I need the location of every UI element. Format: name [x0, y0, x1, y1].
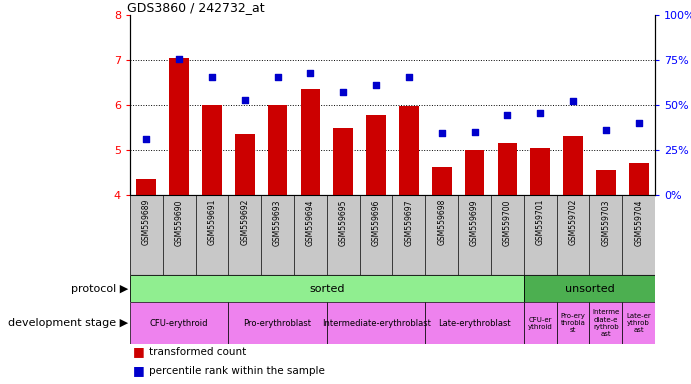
- Text: CFU-erythroid: CFU-erythroid: [150, 318, 209, 328]
- Text: GSM559691: GSM559691: [207, 199, 216, 245]
- Text: transformed count: transformed count: [149, 347, 247, 357]
- Bar: [202, 105, 222, 195]
- Bar: [130, 302, 228, 344]
- Text: GSM559702: GSM559702: [569, 199, 578, 245]
- Bar: [130, 275, 524, 302]
- Bar: [267, 105, 287, 195]
- Text: GSM559704: GSM559704: [634, 199, 643, 245]
- Text: GSM559694: GSM559694: [306, 199, 315, 245]
- Point: [207, 74, 218, 80]
- Bar: [498, 143, 517, 195]
- Point: [469, 129, 480, 135]
- Bar: [596, 170, 616, 195]
- Text: GSM559698: GSM559698: [437, 199, 446, 245]
- Text: GSM559701: GSM559701: [536, 199, 545, 245]
- Bar: [563, 136, 583, 195]
- Text: GSM559703: GSM559703: [601, 199, 610, 245]
- Text: GSM559700: GSM559700: [503, 199, 512, 245]
- Bar: [557, 302, 589, 344]
- Bar: [235, 134, 254, 195]
- Text: GSM559693: GSM559693: [273, 199, 282, 245]
- Text: GSM559689: GSM559689: [142, 199, 151, 245]
- Bar: [136, 179, 156, 195]
- Text: CFU-er
ythroid: CFU-er ythroid: [528, 316, 553, 329]
- Text: protocol ▶: protocol ▶: [71, 283, 129, 293]
- Text: development stage ▶: development stage ▶: [8, 318, 129, 328]
- Point: [633, 120, 644, 126]
- Bar: [425, 302, 524, 344]
- Text: Intermediate-erythroblast: Intermediate-erythroblast: [321, 318, 430, 328]
- Text: sorted: sorted: [309, 283, 345, 293]
- Point: [239, 96, 250, 103]
- Text: GSM559696: GSM559696: [372, 199, 381, 245]
- Point: [502, 112, 513, 118]
- Bar: [327, 302, 425, 344]
- Point: [535, 110, 546, 116]
- Text: GDS3860 / 242732_at: GDS3860 / 242732_at: [127, 1, 265, 14]
- Bar: [432, 167, 451, 195]
- Text: ■: ■: [133, 364, 145, 377]
- Bar: [399, 106, 419, 195]
- Text: percentile rank within the sample: percentile rank within the sample: [149, 366, 325, 376]
- Point: [370, 82, 381, 88]
- Bar: [464, 150, 484, 195]
- Point: [338, 89, 349, 96]
- Text: GSM559697: GSM559697: [404, 199, 413, 245]
- Bar: [530, 148, 550, 195]
- Bar: [228, 302, 327, 344]
- Text: Late-erythroblast: Late-erythroblast: [438, 318, 511, 328]
- Point: [567, 98, 578, 104]
- Text: unsorted: unsorted: [565, 283, 614, 293]
- Text: Pro-ery
throbla
st: Pro-ery throbla st: [560, 313, 585, 333]
- Point: [436, 130, 447, 136]
- Point: [173, 56, 184, 62]
- Bar: [301, 89, 320, 195]
- Bar: [589, 302, 622, 344]
- Text: GSM559690: GSM559690: [175, 199, 184, 245]
- Text: ■: ■: [133, 345, 145, 358]
- Bar: [524, 302, 557, 344]
- Point: [141, 136, 152, 142]
- Bar: [622, 302, 655, 344]
- Text: GSM559699: GSM559699: [470, 199, 479, 245]
- Bar: [333, 127, 353, 195]
- Text: Late-er
ythrob
ast: Late-er ythrob ast: [626, 313, 651, 333]
- Bar: [169, 58, 189, 195]
- Bar: [629, 162, 648, 195]
- Bar: [366, 115, 386, 195]
- Text: Interme
diate-e
rythrob
ast: Interme diate-e rythrob ast: [592, 310, 619, 336]
- Text: GSM559692: GSM559692: [240, 199, 249, 245]
- Point: [305, 70, 316, 76]
- Bar: [524, 275, 655, 302]
- Text: GSM559695: GSM559695: [339, 199, 348, 245]
- Point: [404, 74, 415, 80]
- Point: [600, 127, 612, 133]
- Text: Pro-erythroblast: Pro-erythroblast: [244, 318, 312, 328]
- Point: [272, 74, 283, 80]
